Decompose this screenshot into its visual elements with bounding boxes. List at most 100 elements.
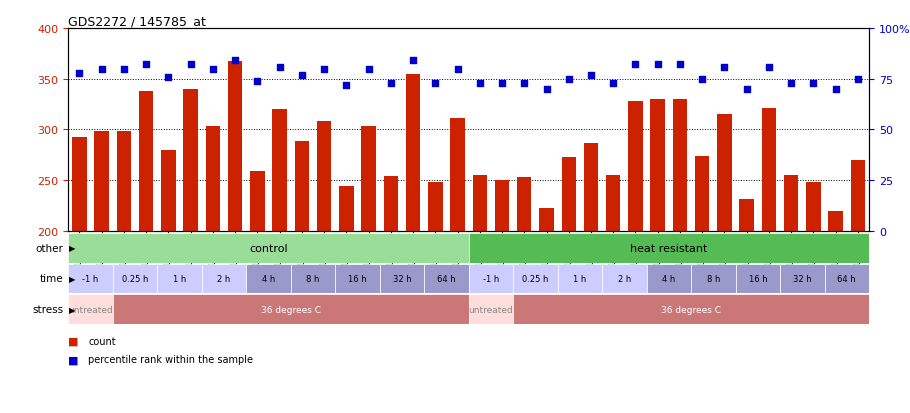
Point <box>383 80 398 87</box>
Bar <box>113 264 157 294</box>
Bar <box>691 264 735 294</box>
Point <box>183 62 197 69</box>
Text: -1 h: -1 h <box>483 274 499 283</box>
Bar <box>428 183 442 231</box>
Text: 64 h: 64 h <box>437 274 456 283</box>
Bar <box>184 90 197 231</box>
Point <box>428 80 442 87</box>
Bar <box>202 264 247 294</box>
Text: count: count <box>88 336 116 346</box>
Text: heat resistant: heat resistant <box>630 243 708 253</box>
Bar <box>247 264 290 294</box>
Point <box>672 62 687 69</box>
Bar <box>469 264 513 294</box>
Bar <box>139 92 153 231</box>
Text: ■: ■ <box>68 336 79 346</box>
Bar <box>72 137 86 231</box>
Text: 0.25 h: 0.25 h <box>522 274 549 283</box>
Bar <box>606 176 621 231</box>
Text: 8 h: 8 h <box>707 274 720 283</box>
Point <box>851 76 865 83</box>
Bar <box>806 183 821 231</box>
Bar <box>651 100 665 231</box>
Point <box>561 76 576 83</box>
Bar <box>540 208 553 231</box>
Point <box>628 62 642 69</box>
Text: percentile rank within the sample: percentile rank within the sample <box>88 354 253 364</box>
Point <box>695 76 710 83</box>
Text: 32 h: 32 h <box>793 274 812 283</box>
Point <box>651 62 665 69</box>
Bar <box>495 180 510 231</box>
Text: 36 degrees C: 36 degrees C <box>260 305 320 314</box>
Bar <box>272 110 287 231</box>
Bar <box>228 62 242 231</box>
Bar <box>424 264 469 294</box>
Point <box>517 80 531 87</box>
Bar <box>68 233 469 263</box>
Text: 1 h: 1 h <box>173 274 187 283</box>
Point <box>250 78 265 85</box>
Text: 2 h: 2 h <box>618 274 631 283</box>
Text: ▶: ▶ <box>69 244 76 253</box>
Point <box>717 64 732 71</box>
Point <box>784 80 798 87</box>
Point <box>450 66 465 73</box>
Point <box>540 86 554 93</box>
Bar <box>513 294 869 324</box>
Point <box>272 64 287 71</box>
Text: 4 h: 4 h <box>662 274 675 283</box>
Text: 16 h: 16 h <box>349 274 367 283</box>
Bar <box>735 264 780 294</box>
Point <box>806 80 821 87</box>
Bar <box>113 294 469 324</box>
Text: other: other <box>35 243 64 253</box>
Point <box>740 86 754 93</box>
Text: 8 h: 8 h <box>307 274 319 283</box>
Text: control: control <box>249 243 288 253</box>
Text: 1 h: 1 h <box>573 274 587 283</box>
Text: untreated: untreated <box>469 305 513 314</box>
Bar <box>561 157 576 231</box>
Text: ■: ■ <box>68 354 79 364</box>
Bar <box>317 122 331 231</box>
Text: untreated: untreated <box>68 305 113 314</box>
Point <box>72 70 86 77</box>
Bar <box>116 132 131 231</box>
Text: GDS2272 / 145785_at: GDS2272 / 145785_at <box>68 15 207 28</box>
Bar <box>290 264 335 294</box>
Bar <box>628 102 642 231</box>
Bar <box>762 109 776 231</box>
Point <box>361 66 376 73</box>
Bar <box>295 141 309 231</box>
Text: 32 h: 32 h <box>392 274 411 283</box>
Point <box>583 72 598 79</box>
Bar <box>740 200 753 231</box>
Point <box>139 62 154 69</box>
Bar <box>68 264 113 294</box>
Point <box>116 66 131 73</box>
Bar <box>157 264 202 294</box>
Bar <box>513 264 558 294</box>
Bar <box>472 176 487 231</box>
Bar <box>469 294 513 324</box>
Text: -1 h: -1 h <box>83 274 98 283</box>
Bar <box>95 132 109 231</box>
Text: 4 h: 4 h <box>262 274 275 283</box>
Point <box>295 72 309 79</box>
Bar <box>206 127 220 231</box>
Bar <box>828 211 843 231</box>
Point <box>161 74 176 81</box>
Text: time: time <box>40 274 64 284</box>
Text: ▶: ▶ <box>69 274 76 283</box>
Bar <box>558 264 602 294</box>
Bar <box>469 233 869 263</box>
Bar <box>339 187 353 231</box>
Bar <box>672 100 687 231</box>
Point <box>406 58 420 64</box>
Point <box>228 58 242 64</box>
Bar <box>602 264 647 294</box>
Point <box>339 82 354 89</box>
Bar <box>717 115 732 231</box>
Text: 2 h: 2 h <box>217 274 230 283</box>
